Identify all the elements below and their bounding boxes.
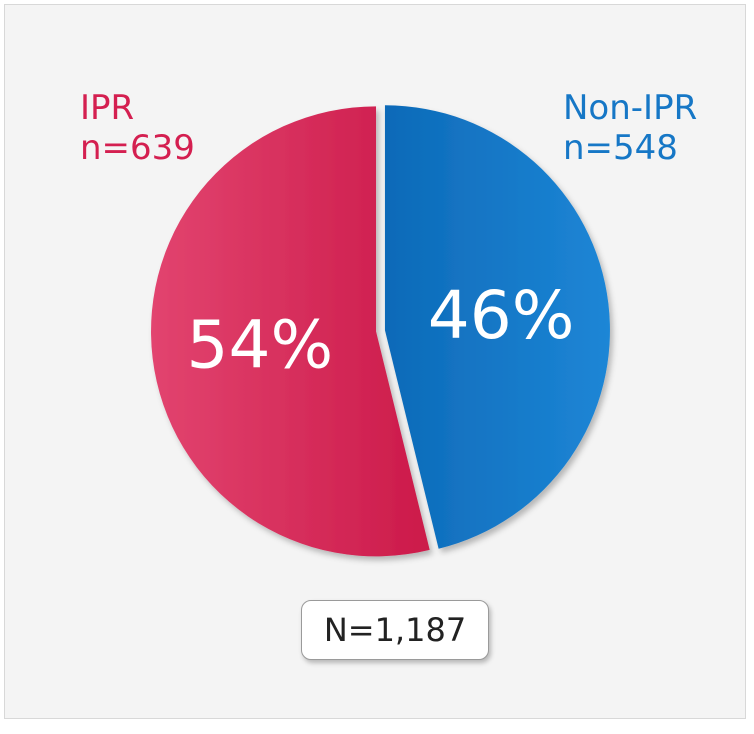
pie-slice-non-ipr [384,105,610,549]
pie-percent-non-ipr: 46% [428,277,575,354]
pie-percent-ipr: 54% [187,306,334,383]
ipr-name: IPR [80,88,135,128]
legend-label-ipr: IPR n=639 [80,88,195,168]
legend-label-non-ipr: Non-IPR n=548 [563,88,697,168]
total-count-label: N=1,187 [323,611,467,649]
non-ipr-name: Non-IPR [563,88,698,128]
pie-slice-ipr [151,106,430,557]
non-ipr-count: n=548 [563,128,678,168]
total-count-box: N=1,187 [301,600,489,660]
ipr-count: n=639 [80,128,195,168]
